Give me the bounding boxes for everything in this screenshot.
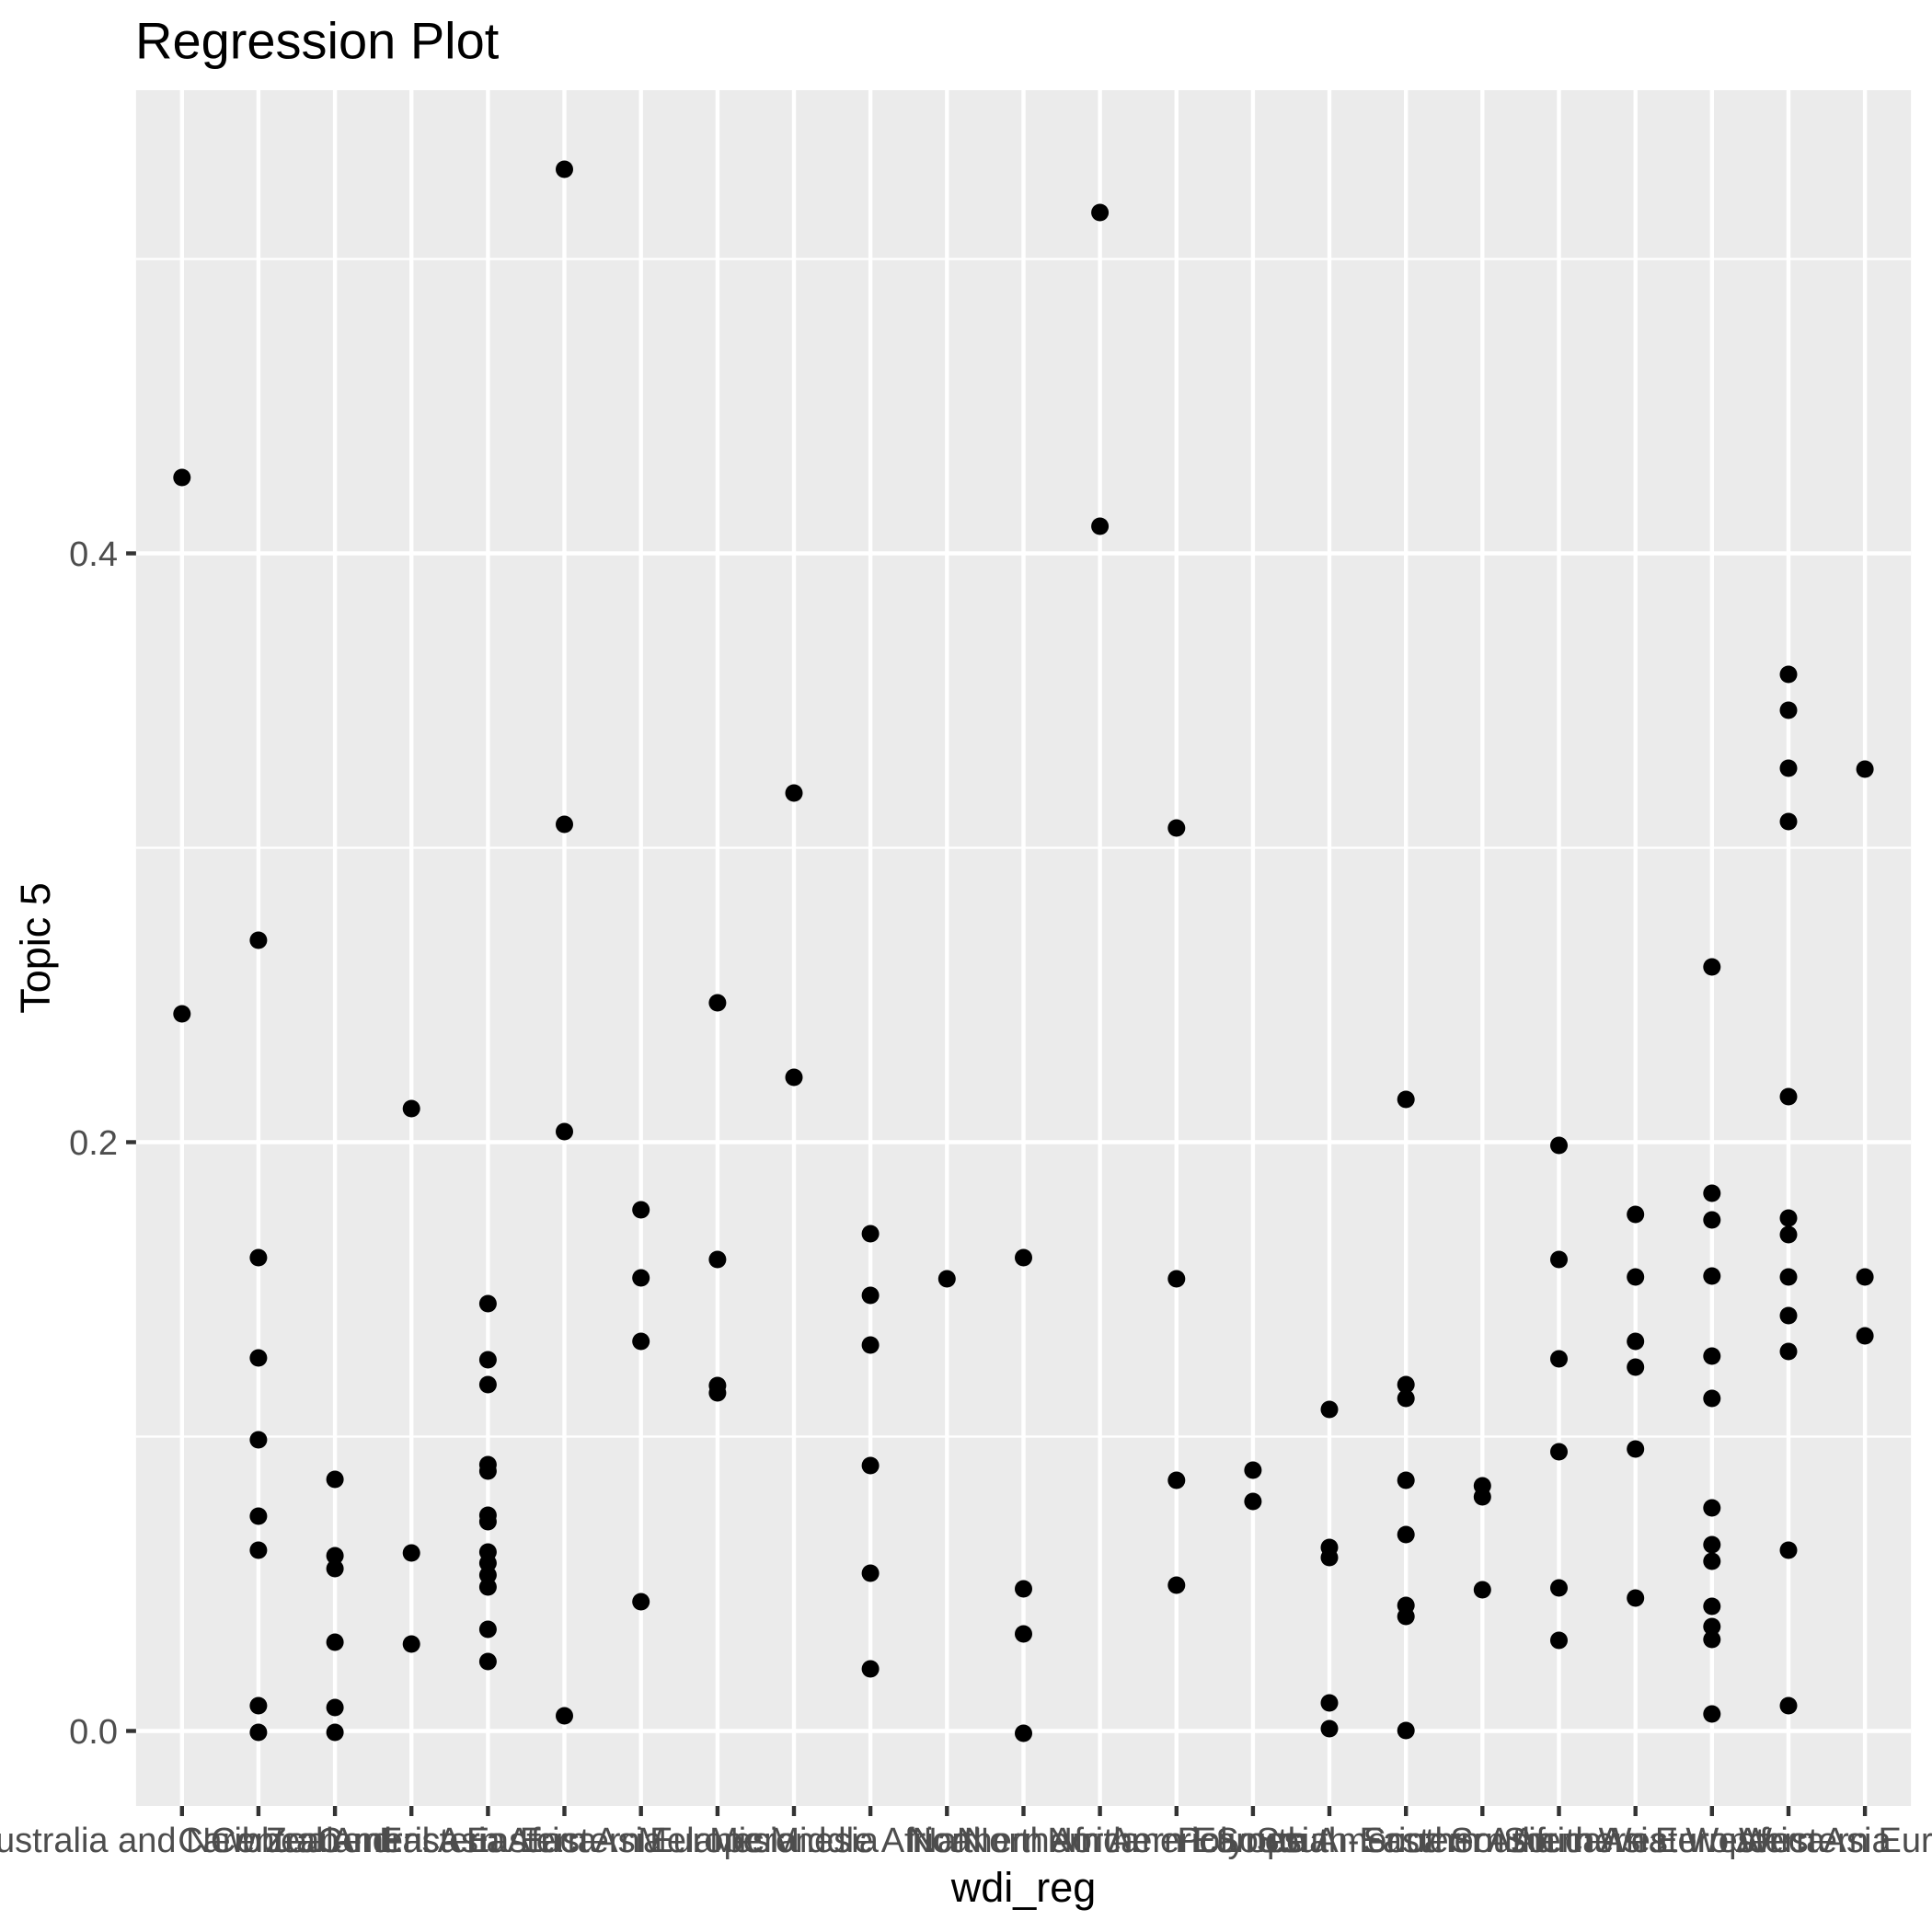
svg-text:Southern Asia: Southern Asia [1450, 1822, 1668, 1860]
svg-text:Middle Africa: Middle Africa [770, 1822, 971, 1860]
svg-text:Central Asia: Central Asia [317, 1822, 507, 1860]
svg-text:Western Asia: Western Asia [1685, 1822, 1892, 1860]
svg-text:Melanesia: Melanesia [638, 1822, 798, 1860]
svg-text:Southern Africa: Southern Africa [1363, 1822, 1603, 1860]
svg-text:0.4: 0.4 [69, 535, 118, 574]
svg-text:Northern America: Northern America [964, 1822, 1237, 1860]
svg-text:NaN: NaN [912, 1822, 982, 1860]
svg-text:Polynesia: Polynesia [1178, 1822, 1330, 1860]
svg-text:Western Europe: Western Europe [1739, 1822, 1932, 1860]
svg-text:0.2: 0.2 [69, 1124, 118, 1163]
svg-text:South-Eastern Asia: South-Eastern Asia [1257, 1822, 1557, 1860]
svg-text:Caribbean: Caribbean [178, 1822, 339, 1860]
svg-text:Australia and New Zealand: Australia and New Zealand [0, 1822, 392, 1860]
svg-text:Eastern Africa: Eastern Africa [379, 1822, 597, 1860]
svg-text:0.0: 0.0 [69, 1713, 118, 1752]
svg-text:Central America: Central America [211, 1822, 460, 1860]
svg-text:Topic 5: Topic 5 [12, 882, 59, 1014]
svg-text:Western Africa: Western Africa [1599, 1822, 1826, 1860]
svg-text:Northern Africa: Northern Africa [907, 1822, 1141, 1860]
svg-text:South America: South America [1215, 1822, 1443, 1860]
svg-text:Eastern Asia: Eastern Asia [466, 1822, 663, 1860]
svg-text:Eastern Europe: Eastern Europe [520, 1822, 763, 1860]
svg-text:Regression Plot: Regression Plot [135, 11, 500, 69]
svg-text:wdi_reg: wdi_reg [950, 1864, 1097, 1911]
svg-text:Northern Europe: Northern Europe [1047, 1822, 1305, 1860]
svg-text:Southern Europe: Southern Europe [1503, 1822, 1767, 1860]
svg-text:Micronesia: Micronesia [709, 1822, 880, 1860]
